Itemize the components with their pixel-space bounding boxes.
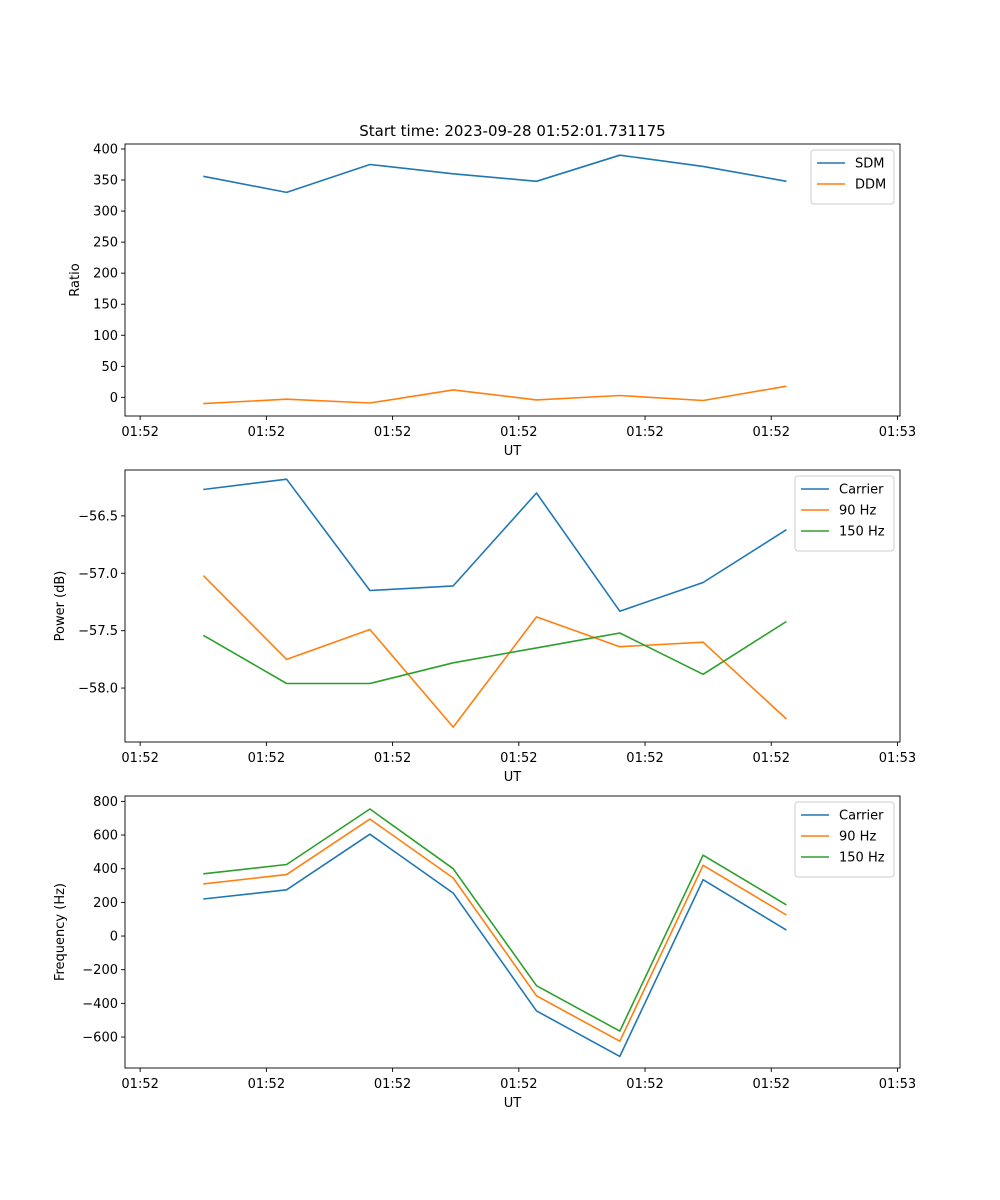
y-tick-label: 150 (93, 298, 118, 313)
x-tick-label: 01:52 (248, 751, 285, 766)
y-tick-label: 200 (93, 267, 118, 282)
series-line-sdm (203, 154, 787, 194)
axes-frame (124, 795, 901, 1069)
series-line-90-hz (202, 575, 787, 728)
y-axis-label: Frequency (Hz) (53, 883, 68, 981)
x-tick-label: 01:53 (879, 425, 916, 440)
legend-label-carrier: Carrier (839, 809, 884, 824)
panel-2: 01:52 01:52 01:52 01:52 01:52 01:52 01:53 −58.0… (53, 469, 916, 785)
x-tick-label: 01:53 (879, 751, 916, 766)
y-tick-label: 0 (110, 930, 118, 945)
series-line-150-hz (202, 620, 787, 685)
y-tick-label: 600 (93, 829, 118, 844)
series-line-carrier (203, 478, 787, 613)
y-tick-label: 100 (93, 329, 118, 344)
panel-1: 01:52 01:52 01:52 01:52 01:52 01:52 01:53 0 50 10… (68, 142, 916, 459)
y-axis-label: Power (dB) (53, 571, 68, 642)
legend-label-sdm: SDM (855, 157, 884, 172)
legend: Carrier 90 Hz 150 Hz (794, 801, 895, 878)
y-tick-label: 250 (93, 236, 118, 251)
series-line-ddm (203, 385, 787, 405)
x-axis-label: UT (504, 1096, 522, 1111)
legend-box (794, 801, 895, 878)
y-axis-label: Ratio (68, 263, 83, 296)
y-tick-label: 300 (93, 205, 118, 220)
legend-label-90-hz: 90 Hz (839, 830, 876, 845)
y-tick-label: −57.5 (78, 624, 118, 639)
x-tick-label: 01:52 (121, 751, 158, 766)
x-tick-label: 01:52 (626, 1077, 663, 1092)
axes-frame (124, 143, 901, 417)
y-tick-label: −600 (82, 1031, 118, 1046)
y-tick-label: 50 (101, 360, 118, 375)
series-line-carrier (203, 833, 787, 1058)
legend-label-90-hz: 90 Hz (839, 504, 876, 519)
legend-label-150-hz: 150 Hz (839, 525, 885, 540)
y-tick-label: −400 (82, 997, 118, 1012)
y-tick-label: 400 (93, 862, 118, 877)
x-tick-label: 01:52 (248, 425, 285, 440)
y-tick-label: 0 (110, 391, 118, 406)
x-tick-label: 01:52 (248, 1077, 285, 1092)
panel-3: 01:52 01:52 01:52 01:52 01:52 01:52 01:53 −600 −… (53, 795, 916, 1111)
legend-label-ddm: DDM (855, 178, 886, 193)
legend: SDM DDM (810, 149, 895, 205)
x-tick-label: 01:53 (879, 1077, 916, 1092)
axes-frame (124, 469, 901, 743)
x-tick-label: 01:52 (374, 425, 411, 440)
y-tick-label: −57.0 (78, 567, 118, 582)
x-tick-label: 01:52 (374, 751, 411, 766)
series-line-90-hz (203, 818, 787, 1042)
x-tick-label: 01:52 (626, 751, 663, 766)
x-tick-label: 01:52 (374, 1077, 411, 1092)
legend: Carrier 90 Hz 150 Hz (794, 475, 895, 552)
x-tick-label: 01:52 (500, 1077, 537, 1092)
y-tick-label: 400 (93, 142, 118, 157)
panels: 01:52 01:52 01:52 01:52 01:52 01:52 01:53 0 50 10… (53, 142, 916, 1111)
y-tick-label: 350 (93, 174, 118, 189)
y-tick-label: −58.0 (78, 682, 118, 697)
y-tick-label: −200 (82, 963, 118, 978)
legend-label-150-hz: 150 Hz (839, 851, 885, 866)
x-tick-label: 01:52 (500, 425, 537, 440)
series-line-150-hz (203, 808, 787, 1032)
y-tick-label: 800 (93, 795, 118, 810)
x-tick-label: 01:52 (626, 425, 663, 440)
x-axis-label: UT (504, 444, 522, 459)
x-tick-label: 01:52 (121, 425, 158, 440)
figure-title: Start time: 2023-09-28 01:52:01.731175 (359, 122, 665, 140)
x-tick-label: 01:52 (500, 751, 537, 766)
x-tick-label: 01:52 (121, 1077, 158, 1092)
x-tick-label: 01:52 (753, 751, 790, 766)
x-axis-label: UT (504, 770, 522, 785)
y-tick-label: 200 (93, 896, 118, 911)
x-tick-label: 01:52 (753, 1077, 790, 1092)
legend-label-carrier: Carrier (839, 483, 884, 498)
x-tick-label: 01:52 (753, 425, 790, 440)
legend-box (794, 475, 895, 552)
y-tick-label: −56.5 (78, 509, 118, 524)
